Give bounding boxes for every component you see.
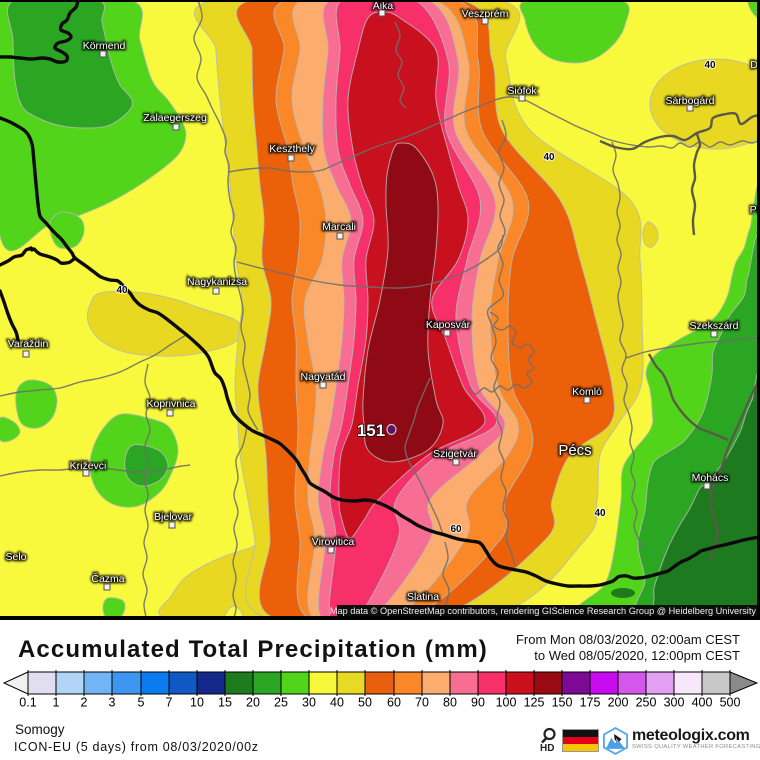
svg-text:40: 40 [704, 60, 716, 71]
svg-text:60: 60 [387, 696, 401, 710]
svg-text:30: 30 [302, 696, 316, 710]
svg-text:Virovitica: Virovitica [312, 536, 355, 548]
svg-text:Keszthely: Keszthely [269, 143, 315, 155]
svg-text:Slatina: Slatina [407, 591, 439, 603]
svg-text:Sárbogárd: Sárbogárd [665, 95, 714, 107]
svg-text:Szigetvár: Szigetvár [433, 448, 477, 460]
svg-text:Selo: Selo [5, 551, 26, 563]
svg-text:Virovitica: Virovitica [312, 536, 355, 548]
svg-text:Siófok: Siófok [507, 85, 537, 97]
svg-text:Bjelovar: Bjelovar [154, 511, 192, 523]
svg-text:Komló: Komló [572, 386, 602, 398]
svg-text:100: 100 [496, 696, 517, 710]
svg-text:Körmend: Körmend [83, 40, 126, 52]
svg-text:Du: Du [750, 59, 760, 71]
svg-text:Pa: Pa [750, 204, 760, 216]
svg-text:Ajka: Ajka [373, 0, 394, 12]
svg-text:Nagykanizsa: Nagykanizsa [187, 276, 247, 288]
svg-text:Kaposvár: Kaposvár [426, 319, 471, 331]
svg-text:Križevci: Križevci [70, 460, 107, 472]
svg-text:150: 150 [552, 696, 573, 710]
svg-text:Varaždin: Varaždin [8, 338, 49, 350]
svg-text:Marcali: Marcali [322, 221, 356, 233]
svg-text:15: 15 [218, 696, 232, 710]
svg-text:70: 70 [415, 696, 429, 710]
svg-text:60: 60 [450, 524, 462, 535]
svg-text:40: 40 [330, 696, 344, 710]
svg-text:Map data © OpenStreetMap contr: Map data © OpenStreetMap contributors, r… [330, 606, 757, 616]
svg-text:Križevci: Križevci [70, 460, 107, 472]
svg-text:125: 125 [524, 696, 545, 710]
svg-text:25: 25 [274, 696, 288, 710]
svg-text:20: 20 [246, 696, 260, 710]
svg-text:Nagykanizsa: Nagykanizsa [187, 276, 247, 288]
svg-text:90: 90 [471, 696, 485, 710]
svg-text:Koprivnica: Koprivnica [146, 398, 195, 410]
svg-text:151: 151 [357, 421, 385, 440]
svg-text:Pa: Pa [750, 204, 760, 216]
svg-text:Nagyatád: Nagyatád [301, 371, 346, 383]
svg-text:Koprivnica: Koprivnica [146, 398, 195, 410]
svg-text:Nagyatád: Nagyatád [301, 371, 346, 383]
svg-text:Szekszárd: Szekszárd [689, 320, 738, 332]
svg-text:80: 80 [443, 696, 457, 710]
svg-text:300: 300 [664, 696, 685, 710]
svg-text:50: 50 [358, 696, 372, 710]
svg-text:250: 250 [636, 696, 657, 710]
svg-text:Zalaegerszeg: Zalaegerszeg [143, 112, 207, 124]
svg-text:Siófok: Siófok [507, 85, 537, 97]
svg-text:Slatina: Slatina [407, 591, 439, 603]
svg-text:5: 5 [138, 696, 145, 710]
svg-text:3: 3 [109, 696, 116, 710]
svg-text:Körmend: Körmend [83, 40, 126, 52]
svg-text:Veszprém: Veszprém [462, 8, 509, 20]
svg-text:Selo: Selo [5, 551, 26, 563]
svg-text:Marcali: Marcali [322, 221, 356, 233]
svg-text:Komló: Komló [572, 386, 602, 398]
svg-text:Zalaegerszeg: Zalaegerszeg [143, 112, 207, 124]
svg-text:200: 200 [608, 696, 629, 710]
svg-text:400: 400 [692, 696, 713, 710]
svg-text:40: 40 [594, 508, 606, 519]
svg-text:Čazma: Čazma [91, 572, 124, 585]
svg-text:Veszprém: Veszprém [462, 8, 509, 20]
svg-text:Szigetvár: Szigetvár [433, 448, 477, 460]
svg-text:10: 10 [190, 696, 204, 710]
svg-text:0.1: 0.1 [19, 696, 36, 710]
svg-text:Mohács: Mohács [692, 472, 729, 484]
svg-text:Pécs: Pécs [558, 442, 591, 459]
svg-text:40: 40 [543, 152, 555, 163]
svg-text:Varaždin: Varaždin [8, 338, 49, 350]
svg-text:7: 7 [166, 696, 173, 710]
svg-text:175: 175 [580, 696, 601, 710]
svg-text:Mohács: Mohács [692, 472, 729, 484]
svg-text:Szekszárd: Szekszárd [689, 320, 738, 332]
svg-text:Bjelovar: Bjelovar [154, 511, 192, 523]
svg-text:2: 2 [81, 696, 88, 710]
svg-text:Keszthely: Keszthely [269, 143, 315, 155]
svg-text:Sárbogárd: Sárbogárd [665, 95, 714, 107]
svg-text:40: 40 [116, 285, 128, 296]
svg-text:Čazma: Čazma [91, 572, 124, 585]
svg-text:1: 1 [53, 696, 60, 710]
svg-text:500: 500 [720, 696, 741, 710]
svg-text:Ajka: Ajka [373, 0, 394, 12]
svg-text:Du: Du [750, 59, 760, 71]
svg-text:Kaposvár: Kaposvár [426, 319, 471, 331]
svg-text:Pécs: Pécs [558, 442, 591, 459]
